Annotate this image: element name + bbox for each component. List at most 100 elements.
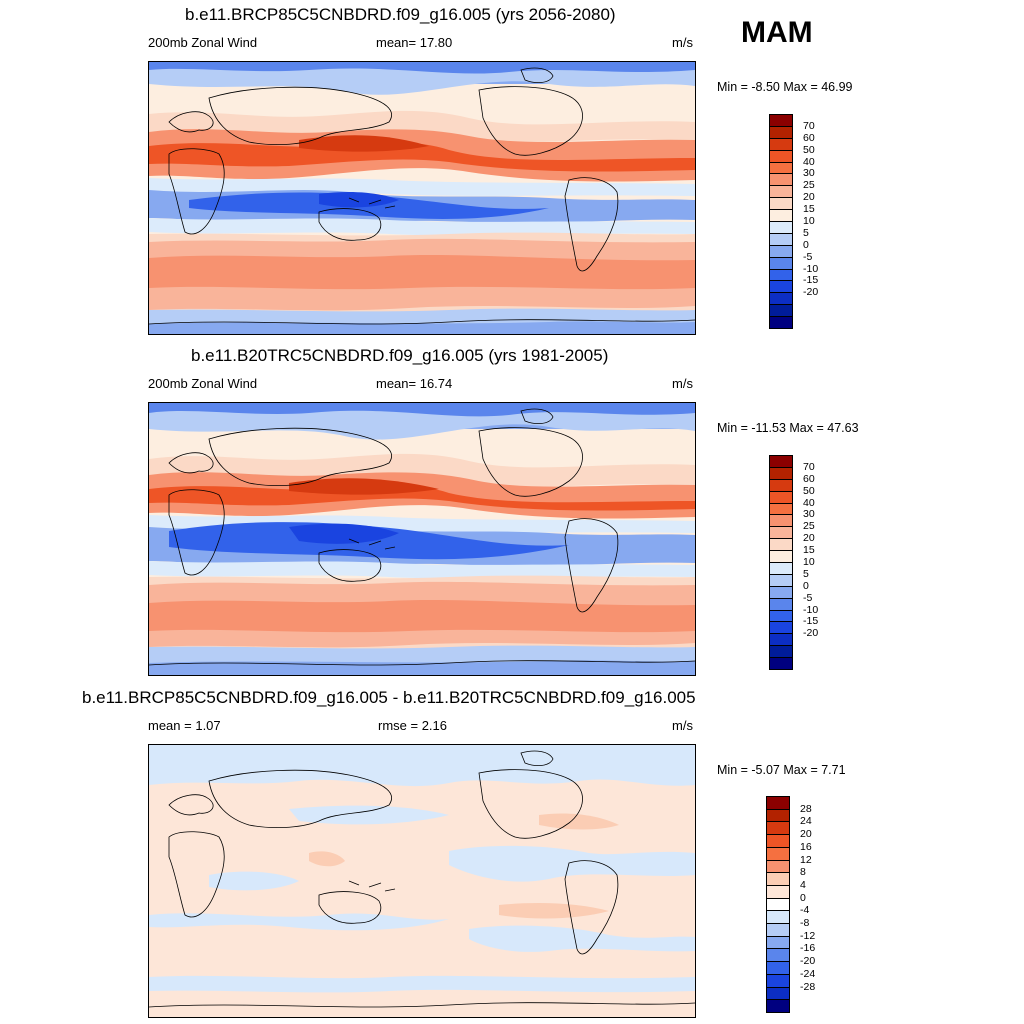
colorbar-tick-label: 5 (803, 567, 809, 580)
colorbar-swatch (769, 125, 793, 139)
colorbar-swatch (766, 834, 790, 848)
colorbar-tick-label: -20 (800, 955, 816, 968)
colorbar-swatch (769, 185, 793, 199)
colorbar-swatch (769, 645, 793, 659)
colorbar-tick-label: -5 (803, 250, 813, 263)
colorbar-swatch (769, 573, 793, 587)
colorbar-tick-label: 60 (803, 131, 815, 144)
panel-2-map (148, 402, 696, 676)
colorbar-swatch (766, 897, 790, 912)
panel-2-units: m/s (672, 376, 693, 391)
colorbar-swatch (769, 562, 793, 575)
colorbar-tick-label: -20 (803, 627, 819, 640)
colorbar-tick-label: 12 (800, 853, 812, 866)
colorbar-swatch (766, 986, 790, 1001)
colorbar-tick-label: 40 (803, 496, 815, 509)
colorbar-tick-label: 24 (800, 815, 812, 828)
colorbar-swatch (769, 137, 793, 151)
colorbar-tick-label: -8 (800, 917, 810, 930)
panel-3-center-label: rmse = 2.16 (378, 718, 448, 733)
colorbar-tick-label: 30 (803, 508, 815, 521)
colorbar-tick-label: -15 (803, 274, 819, 287)
colorbar-swatch (769, 114, 793, 127)
colorbar-tick-label: 50 (803, 484, 815, 497)
colorbar-tick-label: -20 (803, 286, 819, 299)
colorbar-swatch (769, 538, 793, 552)
colorbar-tick-label: 0 (803, 238, 809, 251)
colorbar-tick-label: 20 (800, 828, 812, 841)
panel-2-left-label: 200mb Zonal Wind (148, 376, 258, 391)
colorbar-swatch (769, 292, 793, 306)
colorbar-swatch (766, 923, 790, 937)
colorbar-swatch (769, 597, 793, 611)
colorbar-swatch (769, 221, 793, 234)
colorbar-swatch (766, 948, 790, 963)
colorbar-tick-label: 16 (800, 840, 812, 853)
panel-1-minmax: Min = -8.50 Max = 46.99 (717, 80, 853, 94)
colorbar-swatch (769, 244, 793, 258)
colorbar-swatch (769, 256, 793, 270)
colorbar-tick-label: 0 (800, 891, 806, 904)
colorbar-swatch (769, 455, 793, 468)
panel-2-minmax: Min = -11.53 Max = 47.63 (717, 421, 859, 435)
colorbar-swatch (769, 197, 793, 211)
colorbar-swatch (769, 316, 793, 329)
colorbar-swatch (769, 526, 793, 540)
panel-2-map-svg (149, 403, 695, 675)
panel-1-units: m/s (672, 35, 693, 50)
colorbar-swatch (766, 796, 790, 810)
colorbar-swatch (769, 585, 793, 599)
season-label: MAM (741, 16, 813, 49)
colorbar-swatch (766, 846, 790, 861)
colorbar-swatch (769, 621, 793, 635)
colorbar-swatch (769, 514, 793, 528)
colorbar-swatch (769, 280, 793, 294)
colorbar-swatch (769, 550, 793, 563)
colorbar-tick-label: 10 (803, 215, 815, 227)
panel-3-minmax: Min = -5.07 Max = 7.71 (717, 763, 846, 777)
colorbar-swatch (766, 973, 790, 988)
panel-2-colorbar: 70 60 50 40 30 25 20 15 10 5 0 -5 -10 -15 -20 (769, 455, 839, 670)
colorbar-tick-label: 10 (803, 556, 815, 568)
colorbar-tick-label: -28 (800, 980, 816, 993)
colorbar-tick-label: 4 (800, 878, 806, 891)
panel-3-map (148, 744, 696, 1018)
panel-2-title: b.e11.B20TRC5CNBDRD.f09_g16.005 (yrs 198… (191, 346, 609, 365)
colorbar-swatch (769, 232, 793, 246)
panel-3-map-svg (149, 745, 695, 1017)
colorbar-tick-label: 25 (803, 520, 815, 533)
panel-1-center-label: mean= 17.80 (376, 35, 453, 50)
colorbar-swatch (769, 268, 793, 282)
colorbar-swatch (766, 884, 790, 899)
colorbar-swatch (766, 961, 790, 975)
colorbar-swatch (766, 872, 790, 886)
colorbar-tick-label: -16 (800, 942, 816, 955)
colorbar-tick-label: 60 (803, 472, 815, 485)
colorbar-tick-label: 40 (803, 155, 815, 168)
colorbar-tick-label: 28 (800, 802, 812, 815)
colorbar-swatch (766, 808, 790, 823)
colorbar-tick-label: -5 (803, 591, 813, 604)
panel-1-map-svg (149, 62, 695, 334)
colorbar-tick-label: -10 (803, 603, 819, 616)
colorbar-swatch (769, 209, 793, 222)
colorbar-swatch (766, 821, 790, 836)
colorbar-tick-label: 20 (803, 191, 815, 204)
panel-1-map (148, 61, 696, 335)
panel-3-left-label: mean = 1.07 (148, 718, 221, 733)
colorbar-tick-label: 70 (803, 119, 815, 132)
panel-3-colorbar: 28 24 20 16 12 8 4 0 -4 -8 -12 -16 -20 -24 -28 (766, 796, 836, 1013)
colorbar-swatch (769, 304, 793, 318)
colorbar-tick-label: 15 (803, 203, 815, 216)
colorbar-tick-label: 15 (803, 544, 815, 557)
colorbar-tick-label: 25 (803, 179, 815, 192)
colorbar-tick-label: -12 (800, 929, 816, 942)
panel-3-units: m/s (672, 718, 693, 733)
colorbar-tick-label: 70 (803, 460, 815, 473)
colorbar-swatch (769, 149, 793, 163)
colorbar-swatch (769, 490, 793, 504)
colorbar-tick-label: -10 (803, 262, 819, 275)
colorbar-tick-label: 8 (800, 866, 806, 879)
colorbar-swatch (769, 478, 793, 492)
colorbar-swatch (769, 173, 793, 187)
